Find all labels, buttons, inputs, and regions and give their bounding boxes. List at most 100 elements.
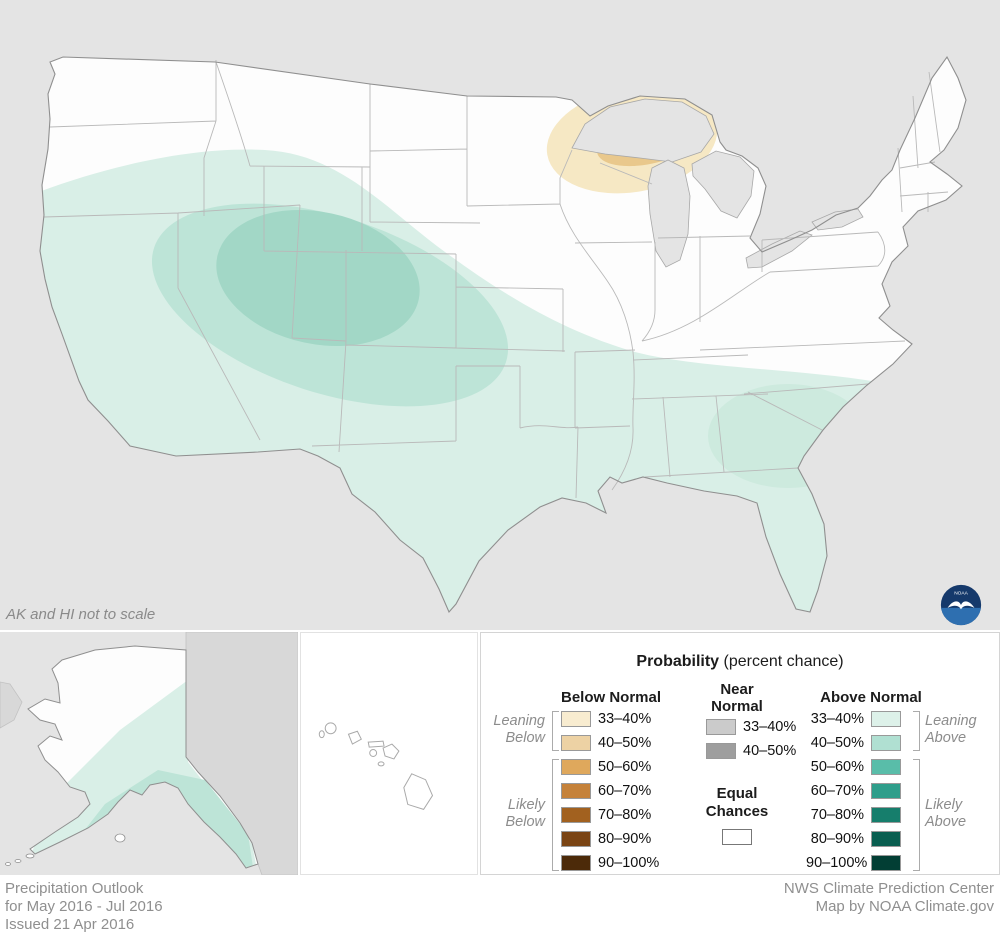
- likely-above-label: Likely Above: [925, 797, 967, 830]
- kahoolawe-island: [377, 761, 385, 767]
- legend-row: 33–40%: [706, 719, 796, 735]
- color-swatch: [871, 807, 901, 823]
- legend-row: 40–50%: [706, 743, 796, 759]
- legend-range-label: 80–90%: [598, 831, 652, 847]
- color-swatch: [871, 759, 901, 775]
- leaning-below-label: Leaning Below: [493, 713, 545, 746]
- hawaii-big-island: [403, 773, 434, 810]
- legend-range-label: 40–50%: [810, 735, 864, 751]
- oahu-island: [347, 730, 362, 745]
- below-normal-header: Below Normal: [560, 689, 662, 706]
- alaska-map: [0, 631, 299, 876]
- legend-range-label: 60–70%: [598, 783, 652, 799]
- legend-row: 50–60%: [806, 759, 901, 775]
- legend-range-label: 33–40%: [810, 711, 864, 727]
- likely-below-label: Likely Below: [505, 797, 546, 830]
- lanai-island: [369, 749, 378, 757]
- color-swatch: [871, 735, 901, 751]
- conus-map-area: AK and HI not to scale NOAA: [0, 0, 1000, 630]
- legend-range-label: 90–100%: [598, 855, 660, 871]
- likely-above-bracket: [913, 759, 920, 871]
- color-swatch: [561, 783, 591, 799]
- color-swatch: [706, 743, 736, 759]
- legend-range-label: 33–40%: [598, 711, 652, 727]
- legend-range-label: 40–50%: [743, 743, 797, 759]
- legend-row: 33–40%: [561, 711, 659, 727]
- near-normal-header-line1: Near: [720, 681, 754, 698]
- lake-huron: [691, 150, 755, 219]
- hawaii-map: [318, 722, 434, 810]
- lake-michigan: [647, 159, 691, 268]
- noaa-logo-sea: [940, 607, 982, 626]
- maui-island: [382, 743, 400, 760]
- footer: Precipitation Outlook for May 2016 - Jul…: [0, 877, 1000, 938]
- color-swatch: [561, 711, 591, 727]
- noaa-logo-text: NOAA: [954, 590, 968, 596]
- legend-title-bold: Probability: [636, 653, 720, 670]
- state-borders: [43, 60, 949, 499]
- footer-credit: Map by NOAA Climate.gov: [815, 898, 994, 915]
- equal-chances-label: Equal Chances: [691, 785, 783, 821]
- conus-map: [0, 0, 1000, 630]
- leaning-above-label: Leaning Above: [925, 713, 977, 746]
- legend-range-label: 80–90%: [810, 831, 864, 847]
- legend-panel: Probability (percent chance) Below Norma…: [480, 632, 1000, 875]
- lake-erie: [745, 230, 813, 269]
- color-swatch: [561, 807, 591, 823]
- legend-row: 60–70%: [806, 783, 901, 799]
- hawaiian-islands: [318, 722, 434, 810]
- color-swatch: [871, 831, 901, 847]
- legend-row: 90–100%: [561, 855, 659, 871]
- legend-row: 70–80%: [806, 807, 901, 823]
- equal-chances-line1: Equal: [716, 785, 758, 802]
- lake-ontario: [811, 208, 864, 231]
- molokai-island: [367, 740, 385, 748]
- kauai-island: [324, 722, 337, 735]
- noaa-logo: NOAA: [940, 584, 982, 626]
- above-normal-50-60-region: [216, 209, 420, 347]
- legend-row: 80–90%: [806, 831, 901, 847]
- color-swatch: [561, 855, 591, 871]
- legend-row: 33–40%: [806, 711, 901, 727]
- footer-issued: Issued 21 Apr 2016: [5, 916, 135, 933]
- color-swatch: [561, 831, 591, 847]
- scale-note: AK and HI not to scale: [6, 606, 156, 623]
- footer-right: NWS Climate Prediction Center Map by NOA…: [784, 880, 994, 916]
- color-swatch: [561, 759, 591, 775]
- us-outline: [39, 55, 967, 614]
- noaa-gull-icon: [947, 601, 975, 610]
- hawaii-inset-panel: [300, 632, 478, 875]
- legend-range-label: 70–80%: [810, 807, 864, 823]
- near-normal-header-line2: Normal: [711, 698, 763, 715]
- equal-chances-line2: Chances: [705, 803, 769, 820]
- niihau-island: [318, 730, 325, 739]
- aleutian-islands: [5, 833, 126, 866]
- leaning-above-bracket: [913, 711, 920, 751]
- footer-title: Precipitation Outlook: [5, 880, 144, 897]
- alaska-inset-panel: [0, 631, 299, 876]
- alaska-outline: [27, 645, 259, 869]
- equal-chances-swatch: [722, 829, 752, 845]
- legend-range-label: 33–40%: [743, 719, 797, 735]
- leaning-below-bracket: [552, 711, 559, 751]
- color-swatch: [561, 735, 591, 751]
- near-normal-header: Near Normal: [691, 681, 783, 715]
- near-normal-rows: 33–40% 40–50%: [706, 719, 796, 759]
- great-lakes: [571, 98, 864, 269]
- kodiak-island: [114, 833, 126, 843]
- legend-row: 40–50%: [561, 735, 659, 751]
- color-swatch: [871, 711, 901, 727]
- color-swatch: [871, 855, 901, 871]
- likely-below-bracket: [552, 759, 559, 871]
- legend-row: 70–80%: [561, 807, 659, 823]
- footer-source: NWS Climate Prediction Center: [783, 880, 994, 897]
- legend-range-label: 70–80%: [598, 807, 652, 823]
- legend-title: Probability (percent chance): [481, 653, 999, 671]
- below-normal-rows: 33–40% 40–50% 50–60% 60–70% 70–80% 80–90…: [561, 711, 659, 871]
- footer-period: for May 2016 - Jul 2016: [5, 898, 163, 915]
- legend-range-label: 90–100%: [806, 855, 868, 871]
- legend-range-label: 50–60%: [598, 759, 652, 775]
- legend-row: 50–60%: [561, 759, 659, 775]
- legend-range-label: 60–70%: [810, 783, 864, 799]
